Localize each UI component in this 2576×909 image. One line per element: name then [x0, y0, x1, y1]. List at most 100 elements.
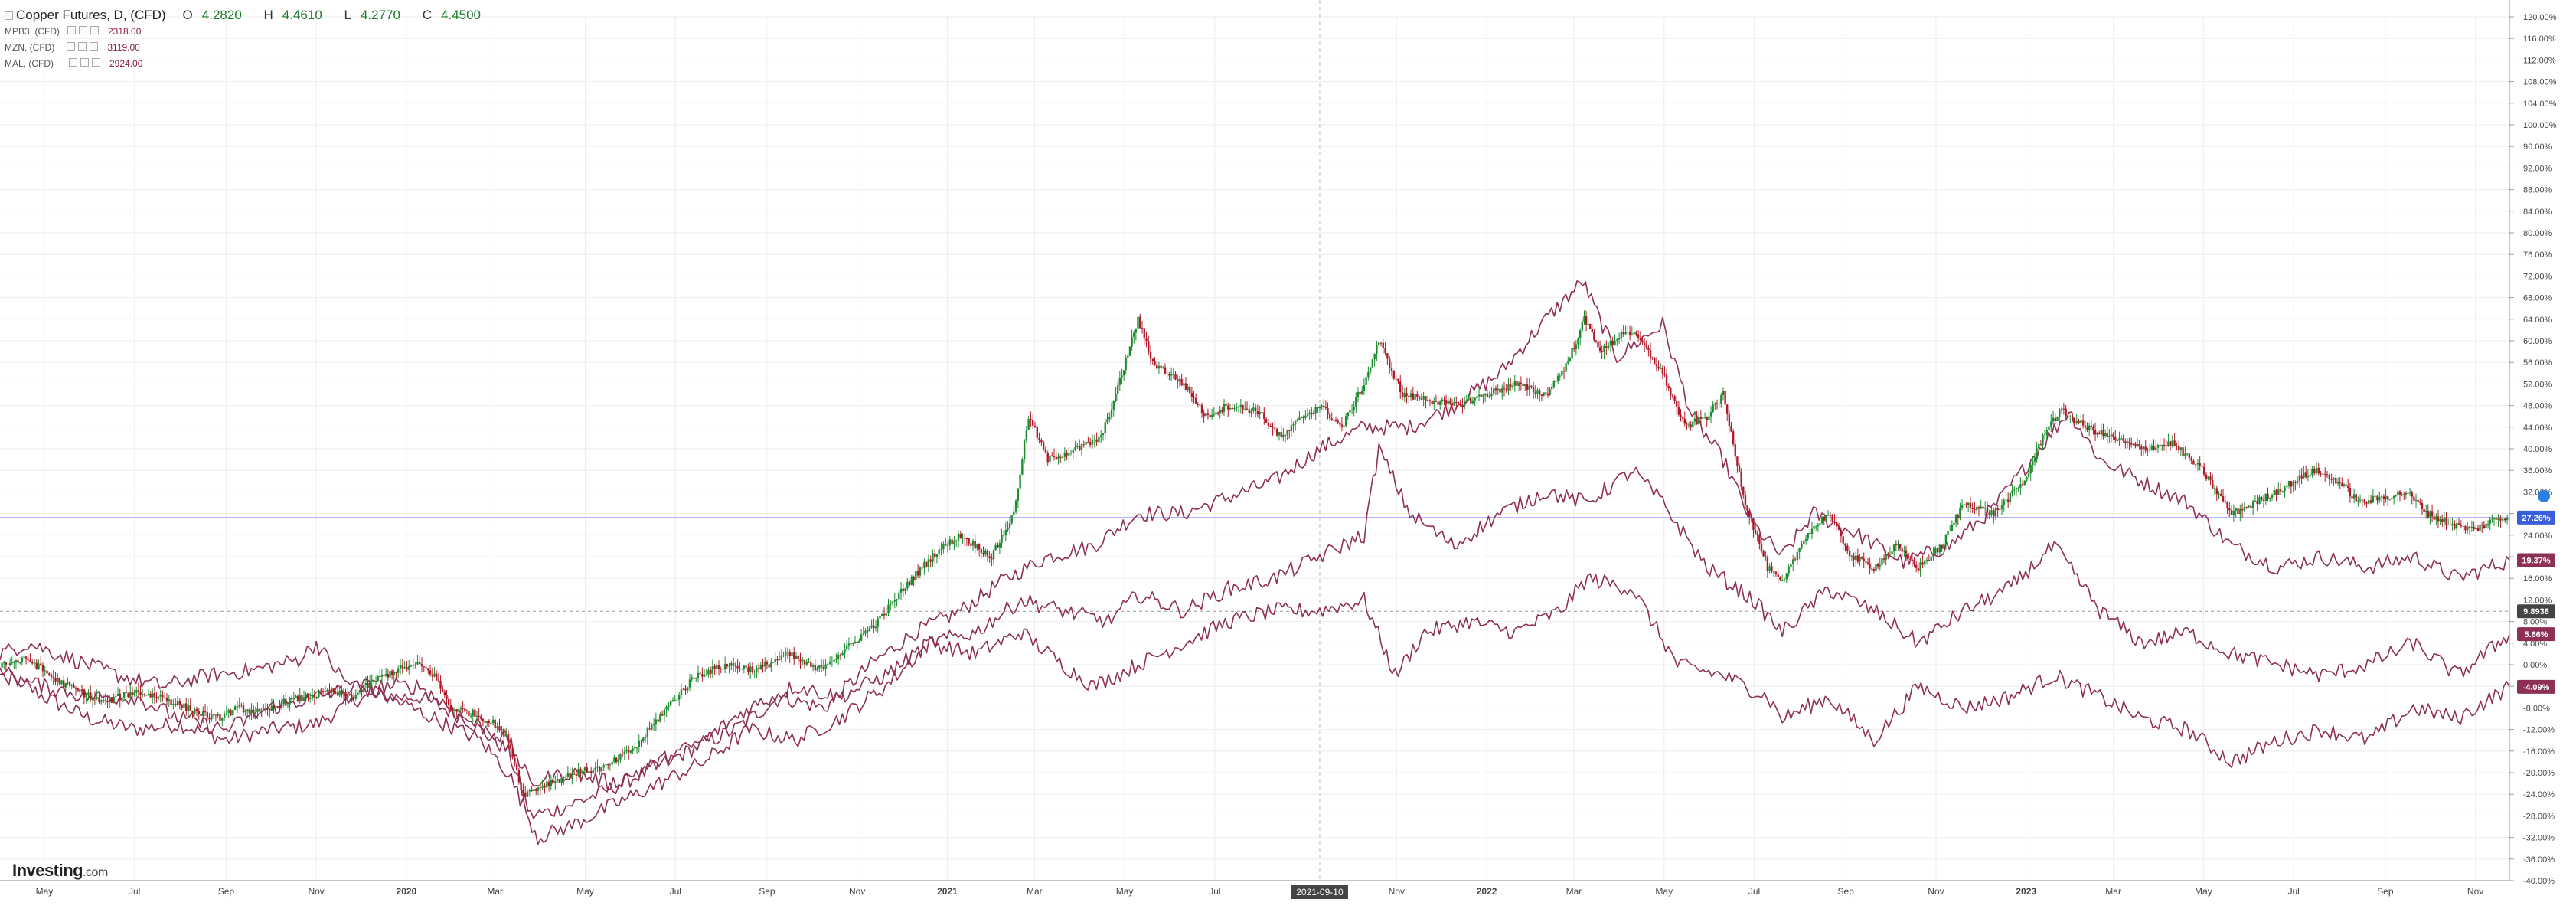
candle-body: [77, 688, 79, 692]
candle-body: [1330, 418, 1333, 420]
candle-body: [2443, 518, 2446, 522]
candle-body: [766, 662, 769, 665]
candle-body: [2454, 523, 2456, 529]
candle-body: [468, 711, 470, 716]
candle-body: [522, 790, 524, 793]
candle-body: [948, 539, 951, 546]
candle-body: [1492, 388, 1495, 394]
candle-body: [2405, 492, 2408, 495]
candle-body: [1013, 511, 1015, 515]
candle-body: [797, 656, 799, 660]
candle-body: [377, 676, 379, 682]
candle-body: [1994, 508, 1997, 517]
candle-body: [959, 533, 962, 538]
candle-body: [1122, 370, 1125, 376]
candle-body: [2138, 444, 2140, 447]
candle-body: [1312, 413, 1315, 414]
candle-body: [1001, 535, 1003, 544]
candle-body: [1872, 569, 1876, 571]
candle-body: [1915, 564, 1918, 568]
candle-body: [227, 710, 230, 714]
candle-body: [1919, 562, 1921, 571]
last-value-badge: [2517, 679, 2555, 694]
overlay-controls[interactable]: [67, 25, 102, 37]
candle-body: [379, 676, 381, 678]
candle-body: [856, 641, 858, 643]
candle-body: [1785, 573, 1788, 580]
last-value-badge: [2517, 553, 2555, 567]
candle-body: [1102, 433, 1105, 436]
candle-body: [1980, 506, 1982, 509]
candle-body: [1734, 444, 1736, 457]
candle-body: [791, 652, 793, 656]
candle-body: [730, 663, 733, 666]
candle-body: [189, 705, 191, 711]
candle-body: [2100, 430, 2103, 435]
candle-body: [514, 757, 516, 764]
candle-body: [1377, 342, 1380, 345]
candle-body: [2317, 467, 2320, 474]
candle-body: [2134, 443, 2137, 446]
candle-body: [946, 545, 949, 547]
candle-body: [2251, 501, 2254, 508]
candle-body: [2043, 434, 2046, 436]
candle-body: [1443, 399, 1445, 401]
candle-body: [1758, 535, 1761, 544]
x-tick-label: Jul: [129, 886, 140, 897]
candle-body: [2011, 490, 2013, 493]
candle-body: [1068, 453, 1070, 456]
candle-body: [1536, 390, 1539, 394]
candle-body: [2401, 494, 2403, 495]
candle-body: [682, 688, 684, 690]
overlay-controls[interactable]: [67, 41, 101, 53]
candle-body: [397, 668, 400, 673]
candle-body: [1324, 407, 1327, 408]
candle-body: [2483, 525, 2486, 528]
candle-body: [762, 665, 764, 667]
candle-body: [2140, 446, 2143, 450]
candle-body: [1425, 396, 1427, 402]
candle-body: [953, 541, 955, 545]
candle-body: [780, 655, 783, 659]
candle-body: [642, 737, 645, 741]
candle-body: [1420, 399, 1423, 401]
overlay-controls[interactable]: [69, 57, 103, 69]
candle-body: [1665, 374, 1668, 386]
candle-body: [785, 651, 787, 656]
candle-body: [1501, 388, 1503, 393]
candle-body: [2395, 495, 2397, 496]
candle-body: [2196, 463, 2199, 465]
candle-body: [474, 709, 476, 717]
candle-body: [371, 679, 373, 682]
candle-body: [83, 691, 86, 698]
candle-body: [1663, 373, 1666, 375]
candle-body: [1072, 450, 1075, 453]
candle-body: [446, 695, 448, 699]
candle-body: [2056, 417, 2059, 421]
candle-body: [2468, 526, 2471, 528]
candle-body: [1030, 418, 1032, 420]
candle-body: [2256, 500, 2258, 505]
candle-body: [1197, 404, 1199, 405]
candle-body: [1990, 510, 1993, 515]
candle-body: [1532, 387, 1535, 393]
candle-body: [652, 724, 655, 726]
candle-body: [122, 692, 126, 698]
candle-body: [701, 674, 704, 677]
candle-body: [709, 669, 712, 674]
candle-body: [2194, 464, 2197, 466]
candle-body: [80, 689, 83, 692]
candle-body: [1248, 409, 1251, 414]
candle-body: [504, 734, 508, 737]
candle-body: [533, 789, 535, 792]
candle-body: [2347, 486, 2349, 488]
candle-body: [364, 682, 367, 686]
candle-body: [70, 685, 73, 686]
collapse-icon[interactable]: [5, 11, 13, 20]
candle-body: [1272, 426, 1274, 428]
candle-body: [2429, 511, 2431, 518]
candle-body: [994, 544, 997, 551]
candle-body: [845, 645, 848, 649]
